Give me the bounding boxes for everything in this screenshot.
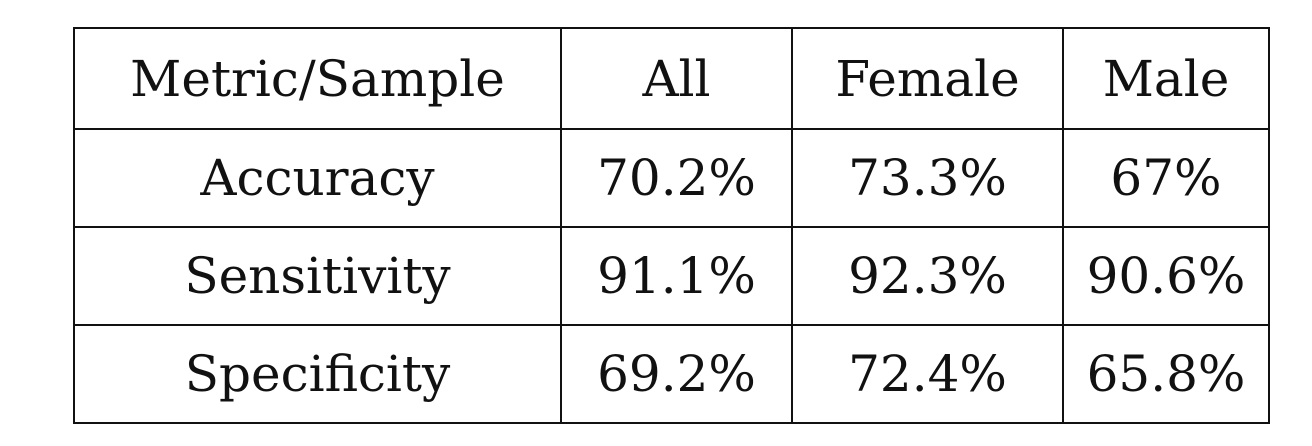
metrics-table-container: Metric/Sample All Female Male Accuracy 7… <box>73 27 1270 424</box>
cell-accuracy-all: 70.2% <box>560 128 793 228</box>
row-label-sensitivity: Sensitivity <box>73 226 562 326</box>
table-row: Sensitivity 91.1% 92.3% 90.6% <box>73 226 1270 326</box>
cell-accuracy-male: 67% <box>1062 128 1270 228</box>
header-row: Metric/Sample All Female Male <box>73 27 1270 130</box>
row-label-specificity: Specificity <box>73 324 562 424</box>
header-female: Female <box>791 27 1064 130</box>
cell-sensitivity-all: 91.1% <box>560 226 793 326</box>
cell-sensitivity-male: 90.6% <box>1062 226 1270 326</box>
cell-sensitivity-female: 92.3% <box>791 226 1064 326</box>
header-male: Male <box>1062 27 1270 130</box>
table-row: Specificity 69.2% 72.4% 65.8% <box>73 324 1270 424</box>
header-metric-sample: Metric/Sample <box>73 27 562 130</box>
row-label-accuracy: Accuracy <box>73 128 562 228</box>
cell-accuracy-female: 73.3% <box>791 128 1064 228</box>
header-all: All <box>560 27 793 130</box>
metrics-table: Metric/Sample All Female Male Accuracy 7… <box>73 27 1270 424</box>
cell-specificity-male: 65.8% <box>1062 324 1270 424</box>
cell-specificity-all: 69.2% <box>560 324 793 424</box>
cell-specificity-female: 72.4% <box>791 324 1064 424</box>
table-row: Accuracy 70.2% 73.3% 67% <box>73 128 1270 228</box>
